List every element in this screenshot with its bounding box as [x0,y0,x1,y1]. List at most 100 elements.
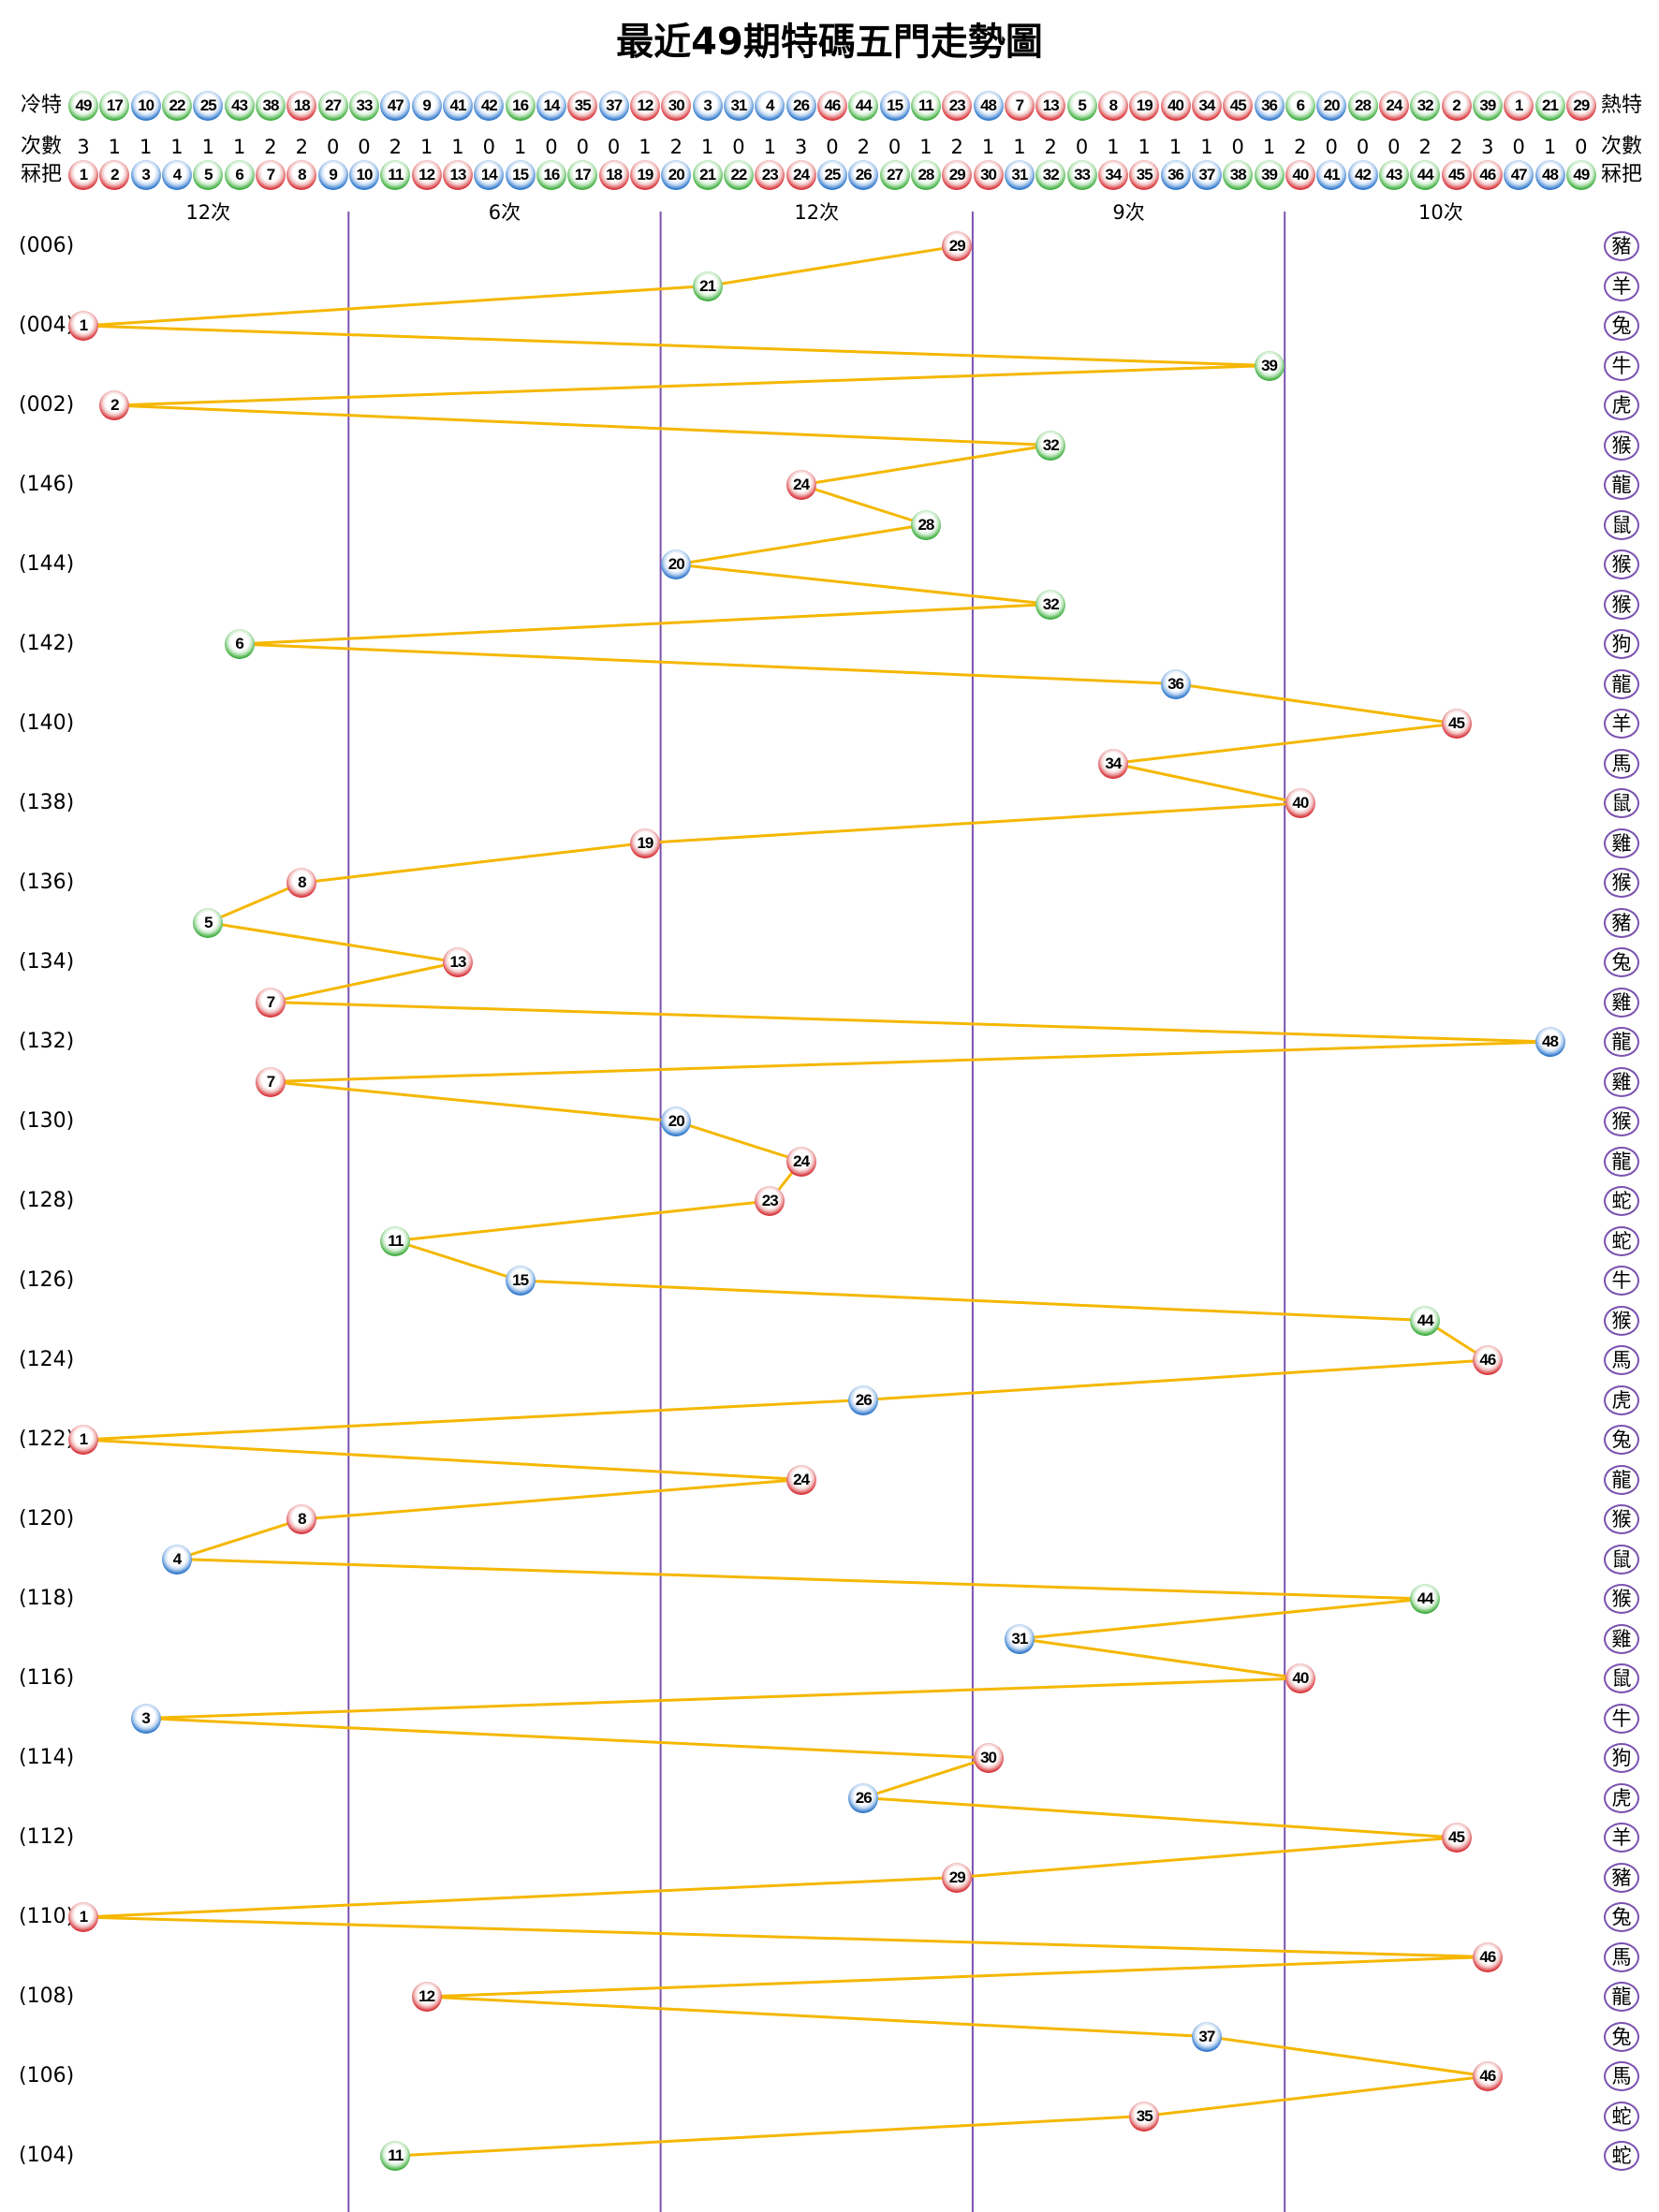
zodiac-badge: 虎 [1604,390,1639,420]
count-value: 0 [1387,136,1401,158]
zodiac-badge: 豬 [1604,907,1639,938]
section-count-label: 9次 [1112,201,1145,224]
zodiac-badge: 猴 [1604,1305,1639,1336]
zodiac-badge: 兔 [1604,2021,1639,2052]
draw-ball: 1 [68,1425,98,1455]
zodiac-badge: 猴 [1604,1584,1639,1614]
count-value: 2 [264,136,277,158]
count-value: 1 [1107,136,1120,158]
period-label: (110) [19,1905,75,1928]
draw-ball: 21 [692,271,723,301]
count-value: 1 [1262,136,1276,158]
count-value: 0 [1325,136,1338,158]
draw-ball: 40 [1285,1663,1315,1693]
cold-hot-ball: 19 [1129,91,1160,121]
period-label: (132) [19,1030,75,1053]
section-count-label: 12次 [794,201,840,224]
period-label: (002) [19,393,75,417]
zodiac-badge: 虎 [1604,1782,1639,1813]
count-value: 2 [295,136,308,158]
draw-ball: 40 [1285,788,1315,818]
zodiac-badge: 猴 [1604,589,1639,620]
count-value: 1 [139,136,153,158]
count-value: 0 [826,136,839,158]
number-ball: 47 [1504,160,1534,190]
draw-ball: 46 [1472,1345,1503,1375]
count-value: 1 [763,136,776,158]
draw-ball: 32 [1035,430,1066,461]
count-value: 0 [326,136,340,158]
trend-line [82,244,1550,2158]
count-value: 0 [1356,136,1370,158]
zodiac-badge: 龍 [1604,1027,1639,1057]
chart-title: 最近49期特碼五門走勢圖 [616,21,1043,64]
draw-ball: 32 [1035,589,1066,620]
number-ball: 42 [1347,160,1378,190]
count-value: 0 [1231,136,1244,158]
zodiac-badge: 豬 [1604,1862,1639,1893]
zodiac-badge: 雞 [1604,1623,1639,1654]
count-label-right: 次數 [1601,135,1643,158]
draw-ball: 31 [1004,1623,1035,1654]
count-value: 2 [389,136,402,158]
zodiac-badge: 猴 [1604,1504,1639,1534]
period-label: (130) [19,1109,75,1133]
period-label: (138) [19,791,75,814]
cold-hot-ball: 13 [1035,91,1066,121]
cold-hot-ball: 43 [224,91,255,121]
draw-ball: 28 [910,509,941,540]
draw-ball: 24 [785,1146,816,1177]
draw-ball: 45 [1441,1823,1472,1853]
count-value: 0 [482,136,495,158]
number-ball: 6 [224,160,255,190]
count-value: 0 [545,136,558,158]
draw-ball: 12 [411,1982,442,2012]
cold-hot-ball: 7 [1004,91,1035,121]
zodiac-badge: 蛇 [1604,1186,1639,1216]
period-label: (108) [19,1985,75,2008]
number-label-left: 冧把 [21,163,63,186]
number-ball: 12 [411,160,442,190]
cold-hot-ball: 41 [442,91,473,121]
count-value: 1 [700,136,714,158]
zodiac-badge: 龍 [1604,1982,1639,2012]
cold-hot-ball: 20 [1316,91,1347,121]
zodiac-badge: 雞 [1604,987,1639,1018]
number-ball: 4 [161,160,192,190]
count-value: 1 [1543,136,1557,158]
period-label: (146) [19,473,75,496]
zodiac-badge: 猴 [1604,1106,1639,1136]
period-label: (112) [19,1825,75,1849]
period-label: (144) [19,552,75,576]
number-ball: 17 [567,160,598,190]
zodiac-badge: 蛇 [1604,1225,1639,1256]
number-ball: 39 [1254,160,1285,190]
number-ball: 46 [1472,160,1503,190]
cold-hot-ball: 9 [411,91,442,121]
zodiac-badge: 兔 [1604,1425,1639,1455]
count-value: 1 [919,136,932,158]
draw-ball: 23 [755,1186,785,1216]
number-ball: 9 [317,160,348,190]
cold-hot-ball: 24 [1378,91,1409,121]
cold-hot-ball: 47 [380,91,411,121]
cold-hot-ball: 44 [848,91,879,121]
draw-ball: 29 [942,1862,973,1893]
count-value: 1 [201,136,214,158]
zodiac-badge: 羊 [1604,271,1639,301]
number-ball: 10 [348,160,379,190]
number-ball: 43 [1378,160,1409,190]
draw-ball: 11 [380,1225,411,1256]
zodiac-badge: 蛇 [1604,2101,1639,2131]
period-label: (114) [19,1746,75,1769]
draw-ball: 36 [1160,668,1191,699]
number-ball: 45 [1441,160,1472,190]
draw-ball: 35 [1129,2101,1160,2131]
section-count-label: 10次 [1417,201,1463,224]
period-label: (004) [19,314,75,337]
number-ball: 25 [816,160,847,190]
period-label: (140) [19,711,75,735]
number-ball: 13 [442,160,473,190]
draw-ball: 7 [255,987,286,1018]
